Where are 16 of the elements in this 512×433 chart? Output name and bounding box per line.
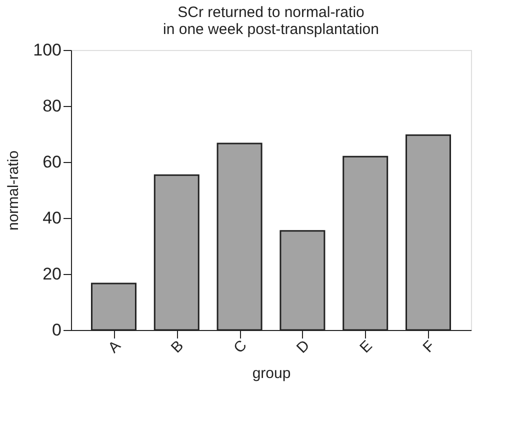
y-tick-label: 60: [42, 152, 62, 172]
y-tick-label: 80: [42, 96, 62, 116]
x-tick-label: B: [168, 337, 188, 356]
y-tick-label: 0: [52, 320, 62, 340]
x-tick-label: C: [230, 336, 250, 357]
y-tick-label: 100: [33, 40, 62, 60]
y-tick-label: 40: [42, 208, 62, 228]
text: SCr returned to normal-ratio: [178, 4, 364, 21]
text: in one week post-transplantation: [163, 21, 379, 38]
y-tick-label: 20: [42, 264, 62, 284]
x-tick-label: E: [356, 337, 376, 356]
x-axis-title: group: [252, 364, 291, 382]
x-tick-label: F: [420, 338, 438, 356]
x-tick-label: D: [293, 336, 314, 357]
x-tick-label: A: [105, 337, 124, 356]
y-axis-title: normal-ratio: [5, 150, 22, 231]
